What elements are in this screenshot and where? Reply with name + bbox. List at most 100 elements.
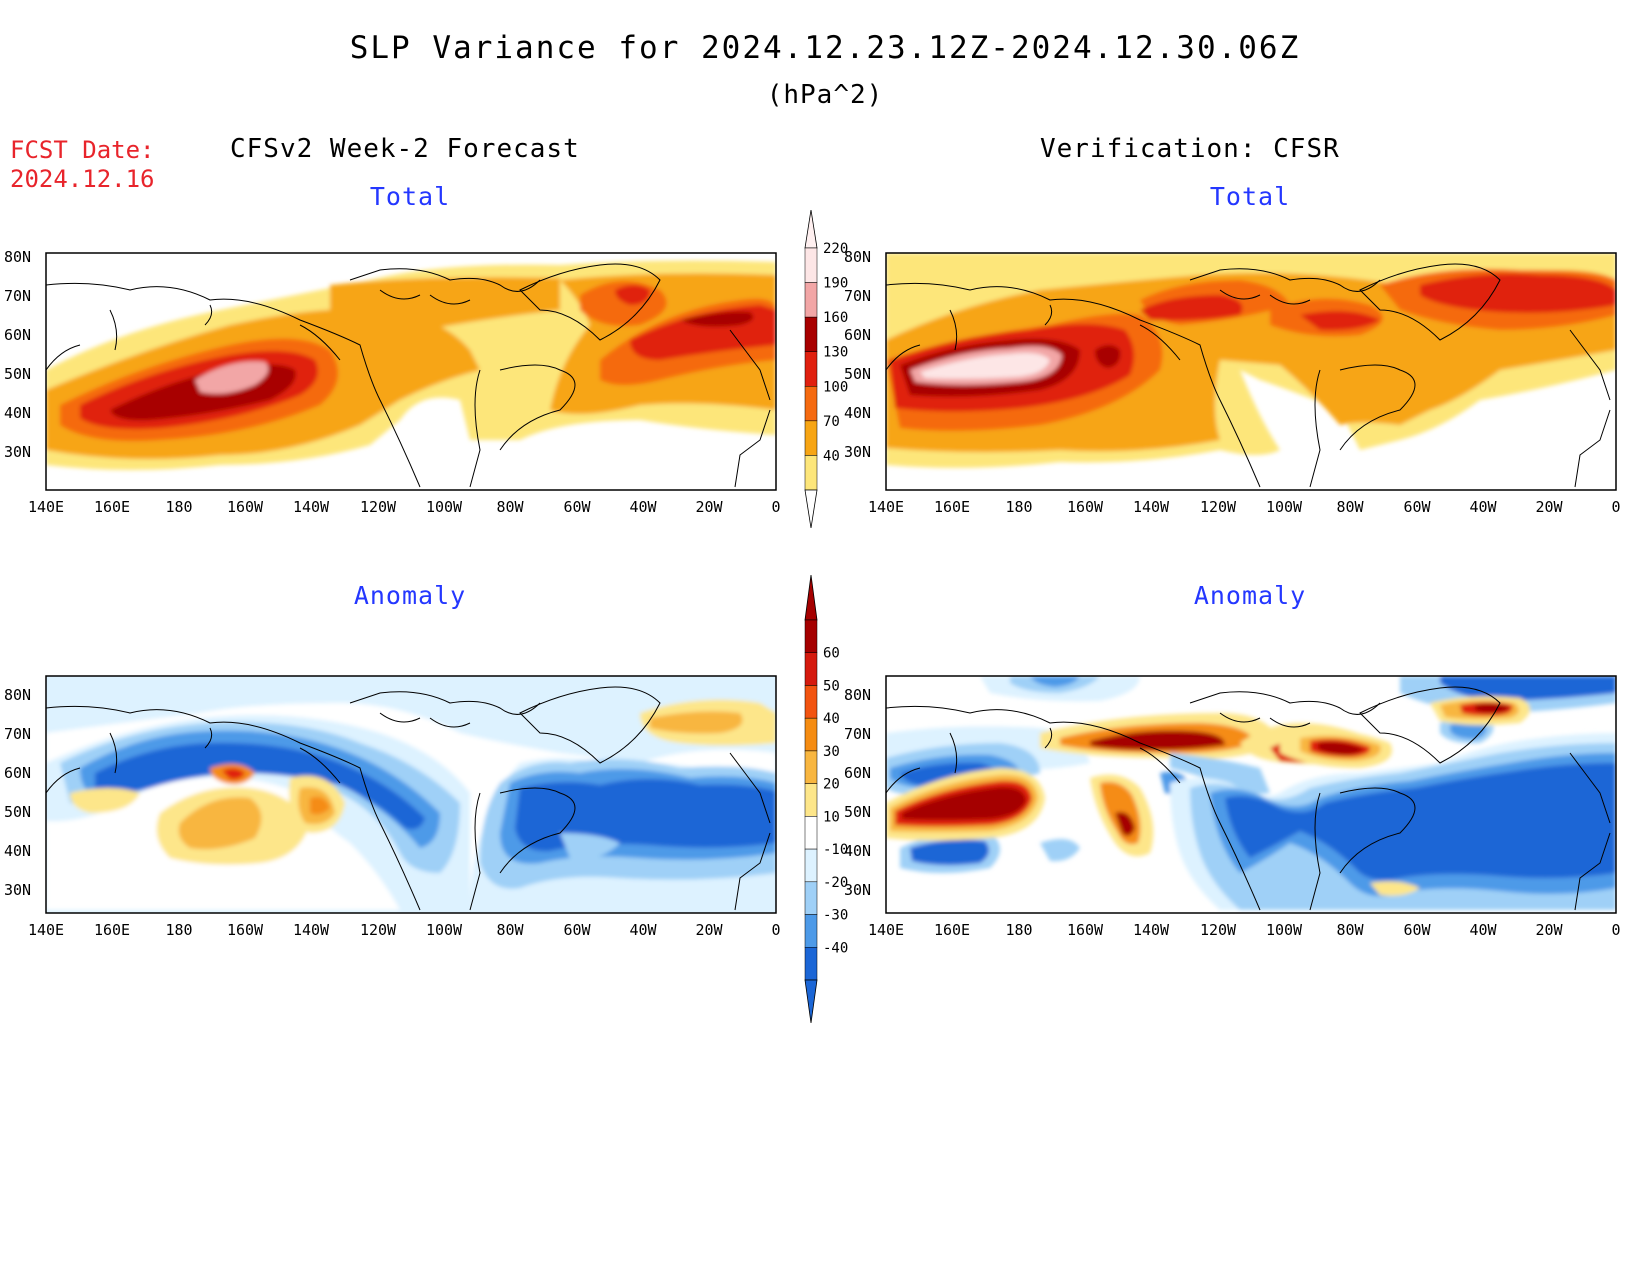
lon-tick: 120W bbox=[1200, 921, 1237, 939]
lon-tick: 160E bbox=[94, 498, 130, 516]
colorbar-swatch bbox=[804, 881, 818, 915]
lat-tick: 80N bbox=[844, 250, 871, 266]
colorbar-swatch bbox=[804, 619, 818, 653]
lon-tick: 60W bbox=[1403, 921, 1431, 939]
colorbar-label: 130 bbox=[823, 345, 848, 361]
colorbar-label: 30 bbox=[823, 744, 840, 760]
colorbar-swatch bbox=[804, 914, 818, 948]
lat-tick: 60N bbox=[844, 764, 871, 782]
lon-tick: 40W bbox=[629, 498, 657, 516]
forecast-column-title: CFSv2 Week-2 Forecast bbox=[230, 134, 580, 164]
lon-tick: 140W bbox=[293, 498, 330, 516]
lon-tick: 80W bbox=[496, 498, 524, 516]
colorbar-swatch bbox=[804, 652, 818, 686]
lat-tick: 70N bbox=[4, 725, 31, 743]
verification-anomaly-title: Anomaly bbox=[1193, 581, 1307, 610]
lon-tick: 160E bbox=[94, 921, 130, 939]
lat-tick: 70N bbox=[844, 287, 871, 305]
lon-tick: 0 bbox=[771, 498, 780, 516]
colorbar-swatch bbox=[804, 455, 818, 491]
verification-total-title: Total bbox=[1209, 182, 1291, 211]
colorbar-swatch bbox=[804, 351, 818, 387]
lon-tick: 120W bbox=[360, 921, 397, 939]
colorbar-swatch bbox=[804, 717, 818, 752]
colorbar-label: -30 bbox=[823, 908, 848, 924]
lon-tick: 100W bbox=[426, 498, 463, 516]
fcst-date-value: 2024.12.16 bbox=[10, 165, 155, 193]
colorbar-label: 60 bbox=[823, 646, 840, 662]
verification-total-map: 80N 70N 60N 50N 40N 30N 140E 160E 180 16… bbox=[840, 248, 1630, 534]
fcst-date-label: FCST Date: bbox=[10, 136, 155, 164]
figure-units: (hPa^2) bbox=[766, 80, 884, 110]
lon-tick: 140E bbox=[28, 921, 64, 939]
colorbar-label: 10 bbox=[823, 809, 840, 825]
lat-tick: 40N bbox=[4, 842, 31, 860]
lat-tick: 60N bbox=[4, 326, 31, 344]
lon-tick: 60W bbox=[563, 498, 591, 516]
figure-title: SLP Variance for 2024.12.23.12Z-2024.12.… bbox=[349, 30, 1301, 66]
verification-anomaly-lon-ticks: 140E 160E 180 160W 140W 120W 100W 80W 60… bbox=[868, 921, 1621, 939]
lon-tick: 140W bbox=[293, 921, 330, 939]
colorbar-swatch bbox=[804, 685, 818, 719]
lon-tick: 100W bbox=[426, 921, 463, 939]
lon-tick: 120W bbox=[360, 498, 397, 516]
lat-tick: 70N bbox=[844, 725, 871, 743]
colorbar-label: -40 bbox=[823, 940, 848, 956]
lat-tick: 40N bbox=[844, 404, 871, 422]
colorbar-label: -20 bbox=[823, 875, 848, 891]
forecast-anomaly-map: 80N 70N 60N 50N 40N 30N 140E 160E 180 16… bbox=[0, 673, 790, 957]
lat-tick: 50N bbox=[4, 365, 31, 383]
lat-tick: 40N bbox=[4, 404, 31, 422]
verification-anomaly-lat-ticks: 80N 70N 60N 50N 40N 30N bbox=[844, 686, 871, 899]
colorbar-swatch bbox=[804, 247, 818, 283]
anomaly-colorbar: 60 50 40 30 20 10 -10 -20 -30 -40 bbox=[795, 574, 865, 1029]
lon-tick: 160W bbox=[1067, 921, 1104, 939]
colorbar-swatch bbox=[804, 848, 818, 883]
lon-tick: 140E bbox=[868, 921, 904, 939]
lon-tick: 100W bbox=[1266, 498, 1303, 516]
lat-tick: 80N bbox=[4, 250, 31, 266]
colorbar-label: 50 bbox=[823, 678, 840, 694]
fcst-date-block: FCST Date: 2024.12.16 bbox=[10, 136, 155, 194]
colorbar-label: 40 bbox=[823, 711, 840, 727]
lon-tick: 100W bbox=[1266, 921, 1303, 939]
verification-total-lat-ticks: 80N 70N 60N 50N 40N 30N bbox=[844, 248, 871, 461]
lon-tick: 140W bbox=[1133, 498, 1170, 516]
lon-tick: 40W bbox=[1469, 921, 1497, 939]
colorbar-swatch bbox=[804, 386, 818, 422]
lon-tick: 160W bbox=[227, 921, 264, 939]
lon-tick: 160E bbox=[934, 921, 970, 939]
verification-column-title: Verification: CFSR bbox=[1040, 134, 1340, 164]
lon-tick: 60W bbox=[563, 921, 591, 939]
colorbar-label: 20 bbox=[823, 777, 840, 793]
lat-tick: 70N bbox=[4, 287, 31, 305]
colorbar-label: 190 bbox=[823, 276, 848, 292]
colorbar-swatch bbox=[804, 750, 818, 784]
colorbar-swatch bbox=[804, 947, 818, 981]
lat-tick: 30N bbox=[4, 881, 31, 899]
lon-tick: 180 bbox=[165, 498, 192, 516]
lon-tick: 0 bbox=[771, 921, 780, 939]
colorbar-label: -10 bbox=[823, 842, 848, 858]
lon-tick: 80W bbox=[1336, 498, 1364, 516]
lat-tick: 50N bbox=[844, 803, 871, 821]
colorbar-swatch bbox=[804, 420, 818, 456]
lon-tick: 20W bbox=[1535, 498, 1563, 516]
lat-tick: 60N bbox=[4, 764, 31, 782]
lon-tick: 60W bbox=[1403, 498, 1431, 516]
colorbar-label: 100 bbox=[823, 379, 848, 395]
lon-tick: 40W bbox=[629, 921, 657, 939]
lon-tick: 140E bbox=[868, 498, 904, 516]
colorbar-label: 160 bbox=[823, 310, 848, 326]
colorbar-label: 70 bbox=[823, 414, 840, 430]
colorbar-swatch bbox=[804, 783, 818, 817]
lon-tick: 180 bbox=[165, 921, 192, 939]
colorbar-swatch bbox=[804, 282, 818, 318]
lat-tick: 30N bbox=[844, 881, 871, 899]
colorbar-label: 220 bbox=[823, 241, 848, 257]
lat-tick: 50N bbox=[844, 365, 871, 383]
colorbar-swatch bbox=[804, 816, 818, 850]
total-colorbar: 220 190 160 130 100 70 40 bbox=[795, 209, 865, 544]
lat-tick: 40N bbox=[844, 842, 871, 860]
colorbar-swatch bbox=[804, 316, 818, 352]
